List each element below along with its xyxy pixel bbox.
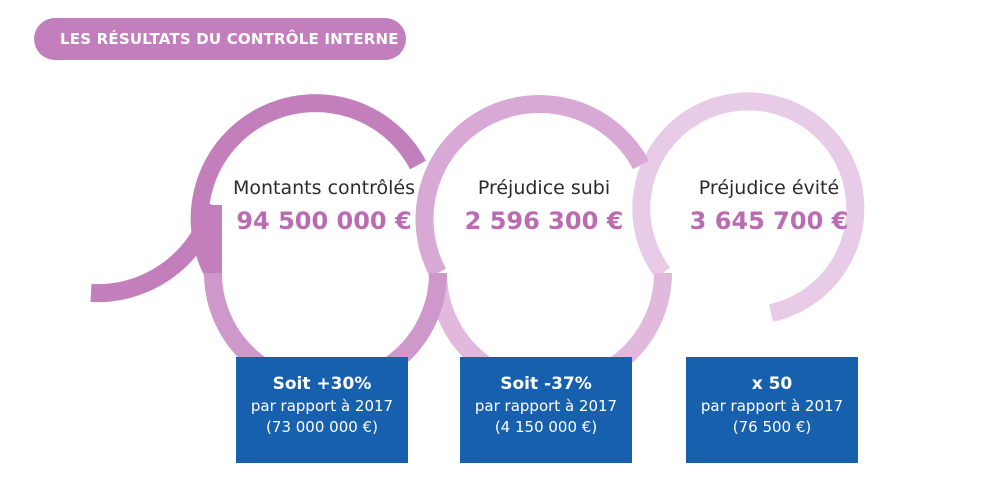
comparison-line: par rapport à 2017 [700, 397, 844, 415]
section-title: LES RÉSULTATS DU CONTRÔLE INTERNE [34, 18, 406, 60]
arc-3 [632, 92, 865, 322]
comparison-main: x 50 [751, 374, 793, 394]
comparison-line: par rapport à 2017 [250, 397, 394, 415]
metric-value: 2 596 300 € [464, 207, 624, 235]
comparison-main: Soit +30% [272, 374, 372, 394]
comparison-amount: (73 000 000 €) [266, 418, 378, 436]
metric-value: 3 645 700 € [689, 207, 849, 235]
metric-value: 94 500 000 € [236, 207, 412, 235]
metric-prejudice-subi: Préjudice subi 2 596 300 € [439, 176, 649, 236]
comparison-line: par rapport à 2017 [474, 397, 618, 415]
comparison-main: Soit -37% [500, 374, 592, 394]
metric-prejudice-evite: Préjudice évité 3 645 700 € [664, 176, 874, 236]
comparison-amount: (76 500 €) [732, 418, 812, 436]
comparison-box: x 50 par rapport à 2017 (76 500 €) [686, 357, 858, 463]
metric-label: Préjudice subi [477, 177, 611, 199]
metric-label: Montants contrôlés [232, 177, 416, 199]
comparison-box: Soit +30% par rapport à 2017 (73 000 000… [236, 357, 408, 463]
arc-2 [415, 95, 649, 278]
comparison-box: Soit -37% par rapport à 2017 (4 150 000 … [460, 357, 632, 463]
metric-montants: Montants contrôlés 94 500 000 € [219, 176, 429, 236]
comparison-amount: (4 150 000 €) [494, 418, 598, 436]
metric-label: Préjudice évité [698, 177, 840, 199]
